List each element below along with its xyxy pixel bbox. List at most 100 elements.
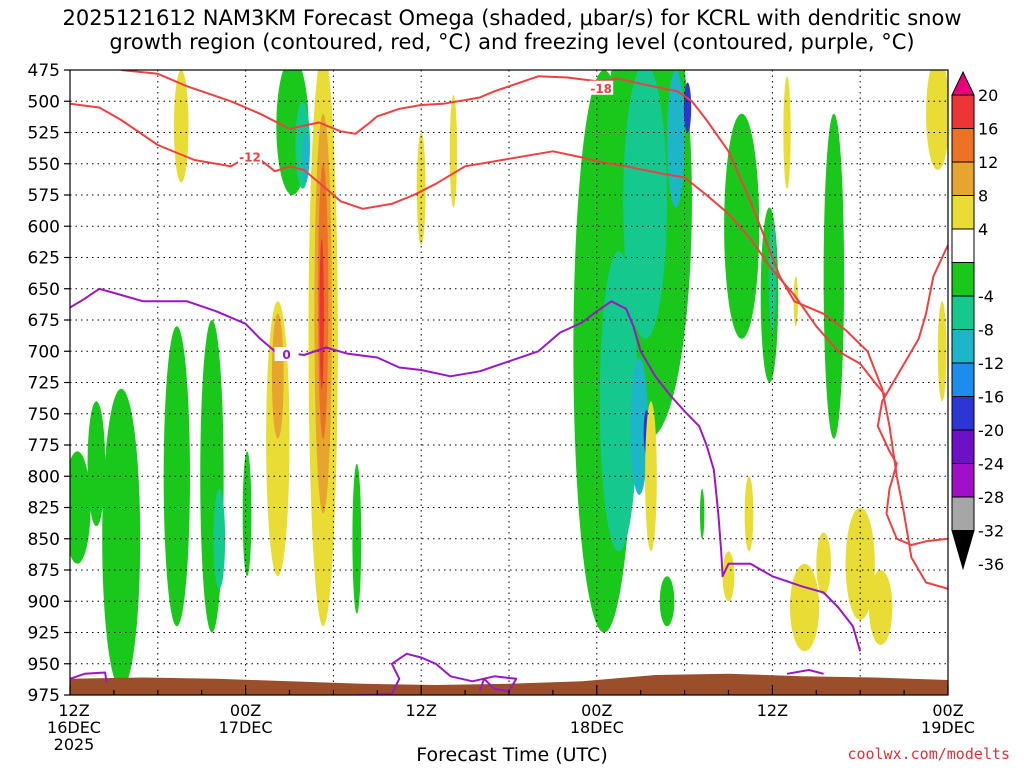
omega-cell-26: [667, 70, 685, 208]
colorbar-bin-9: [951, 362, 975, 397]
colorbar-bin-1: [951, 94, 975, 129]
y-tick-label-575: 575: [28, 186, 60, 206]
colorbar-label-11: -28: [978, 488, 1004, 507]
y-tick-label-750: 750: [28, 405, 60, 425]
grid: [70, 70, 948, 695]
x-tick-label-0-0: 12Z: [58, 701, 89, 720]
x-tick-label-36-0: 00Z: [581, 701, 612, 720]
y-tick-label-675: 675: [28, 311, 60, 331]
freezing-contour-2: [355, 652, 518, 695]
omega-cell-6: [242, 451, 252, 577]
colorbar-bin-11: [951, 429, 975, 464]
omega-cell-44: [937, 301, 947, 402]
colorbar-label-5: -4: [978, 287, 994, 306]
contours: -12 -18 0: [70, 70, 948, 695]
y-axis: 475 500 525 550 575 600 625 650 675 700 725 750 775 8…: [28, 61, 70, 706]
credit-text: coolwx.com/modelts: [847, 745, 1010, 763]
omega-cell-0: [70, 451, 91, 564]
y-tick-label-925: 925: [28, 624, 60, 644]
omega-cell-28: [645, 401, 657, 552]
omega-cell-30: [699, 488, 705, 539]
y-tick-label-625: 625: [28, 249, 60, 269]
colorbar-bin-2: [951, 128, 975, 163]
y-tick-label-650: 650: [28, 280, 60, 300]
colorbar-label-0: 20: [978, 86, 998, 105]
colorbar-label-12: -32: [978, 522, 1004, 541]
y-tick-label-775: 775: [28, 436, 60, 456]
freezing-contour-1: [70, 671, 108, 683]
omega-cell-24: [630, 357, 649, 495]
colorbar: 20 16 12 8 4 -4 -8 -12 -16 -20 -24 -28 -32 -36: [951, 70, 1004, 574]
dgz-contour-label-bg-0: [237, 149, 262, 164]
colorbar-top-arrow: [951, 70, 975, 96]
colorbar-bin-6: [951, 262, 975, 297]
y-tick-label-975: 975: [28, 686, 60, 706]
dgz-contour-label-0: -12: [239, 151, 261, 165]
omega-cell-39: [789, 563, 820, 652]
y-tick-label-500: 500: [28, 92, 60, 112]
omega-cell-27: [683, 82, 692, 133]
freezing-contour-3: [786, 669, 824, 675]
y-tick-label-550: 550: [28, 155, 60, 175]
omega-cell-23: [623, 70, 668, 339]
colorbar-label-13: -36: [978, 555, 1004, 574]
colorbar-label-8: -16: [978, 388, 1004, 407]
colorbar-label-10: -24: [978, 455, 1004, 474]
omega-cell-40: [816, 532, 831, 595]
ground-surface: [70, 673, 948, 695]
x-tick-label-48-0: 12Z: [757, 701, 788, 720]
x-tick-label-60-0: 00Z: [932, 701, 963, 720]
omega-cell-16: [319, 238, 324, 389]
x-axis-title: Forecast Time (UTC): [416, 744, 608, 766]
colorbar-bin-8: [951, 329, 975, 364]
dgz-contour-label-bg-1: [589, 80, 614, 95]
freezing-contour-label-bg-0: [274, 347, 299, 361]
omega-cell-18: [416, 132, 426, 245]
dgz-contour-2: [876, 244, 948, 546]
omega-cell-10: [301, 132, 310, 183]
y-tick-label-825: 825: [28, 499, 60, 519]
colorbar-bin-5: [951, 228, 975, 263]
omega-cell-43: [926, 70, 948, 170]
omega-cell-19: [449, 95, 458, 208]
x-tick-label-12-1: 17DEC: [219, 718, 273, 737]
ground-terrain: [70, 673, 948, 695]
omega-cell-42: [868, 570, 893, 645]
freezing-contour-label-0: 0: [282, 348, 290, 362]
colorbar-label-6: -8: [978, 321, 994, 340]
omega-cell-35: [823, 113, 845, 439]
colorbar-label-9: -20: [978, 421, 1004, 440]
omega-cell-33: [768, 220, 777, 333]
colorbar-bin-10: [951, 396, 975, 431]
y-tick-label-900: 900: [28, 592, 60, 612]
x-tick-label-12-0: 00Z: [230, 701, 261, 720]
x-tick-label-0-1: 16DEC: [47, 718, 101, 737]
colorbar-label-3: 8: [978, 187, 988, 206]
colorbar-label-2: 12: [978, 153, 998, 172]
chart-title-line-2: growth region (contoured, red, °C) and f…: [109, 30, 915, 54]
colorbar-label-1: 16: [978, 120, 998, 139]
omega-cell-36: [783, 76, 791, 189]
omega-cell-1: [87, 401, 106, 527]
freezing-contour-0: [70, 287, 862, 652]
y-tick-label-525: 525: [28, 124, 60, 144]
omega-cell-37: [744, 476, 754, 552]
omega-cell-7: [173, 70, 189, 183]
y-tick-label-600: 600: [28, 217, 60, 237]
colorbar-bin-3: [951, 161, 975, 196]
x-tick-label-36-1: 18DEC: [570, 718, 624, 737]
omega-cell-12: [271, 313, 284, 439]
x-tick-label-0-2: 2025: [54, 735, 95, 754]
omega-cell-3: [163, 326, 190, 627]
colorbar-label-7: -12: [978, 354, 1004, 373]
x-tick-label-24-0: 12Z: [406, 701, 437, 720]
chart-title-line-1: 2025121612 NAM3KM Forecast Omega (shaded…: [62, 6, 962, 30]
colorbar-bin-4: [951, 195, 975, 230]
colorbar-bin-13: [951, 496, 975, 531]
omega-cell-38: [722, 551, 735, 602]
y-tick-label-725: 725: [28, 374, 60, 394]
y-tick-label-700: 700: [28, 342, 60, 362]
omega-cell-29: [659, 576, 675, 627]
